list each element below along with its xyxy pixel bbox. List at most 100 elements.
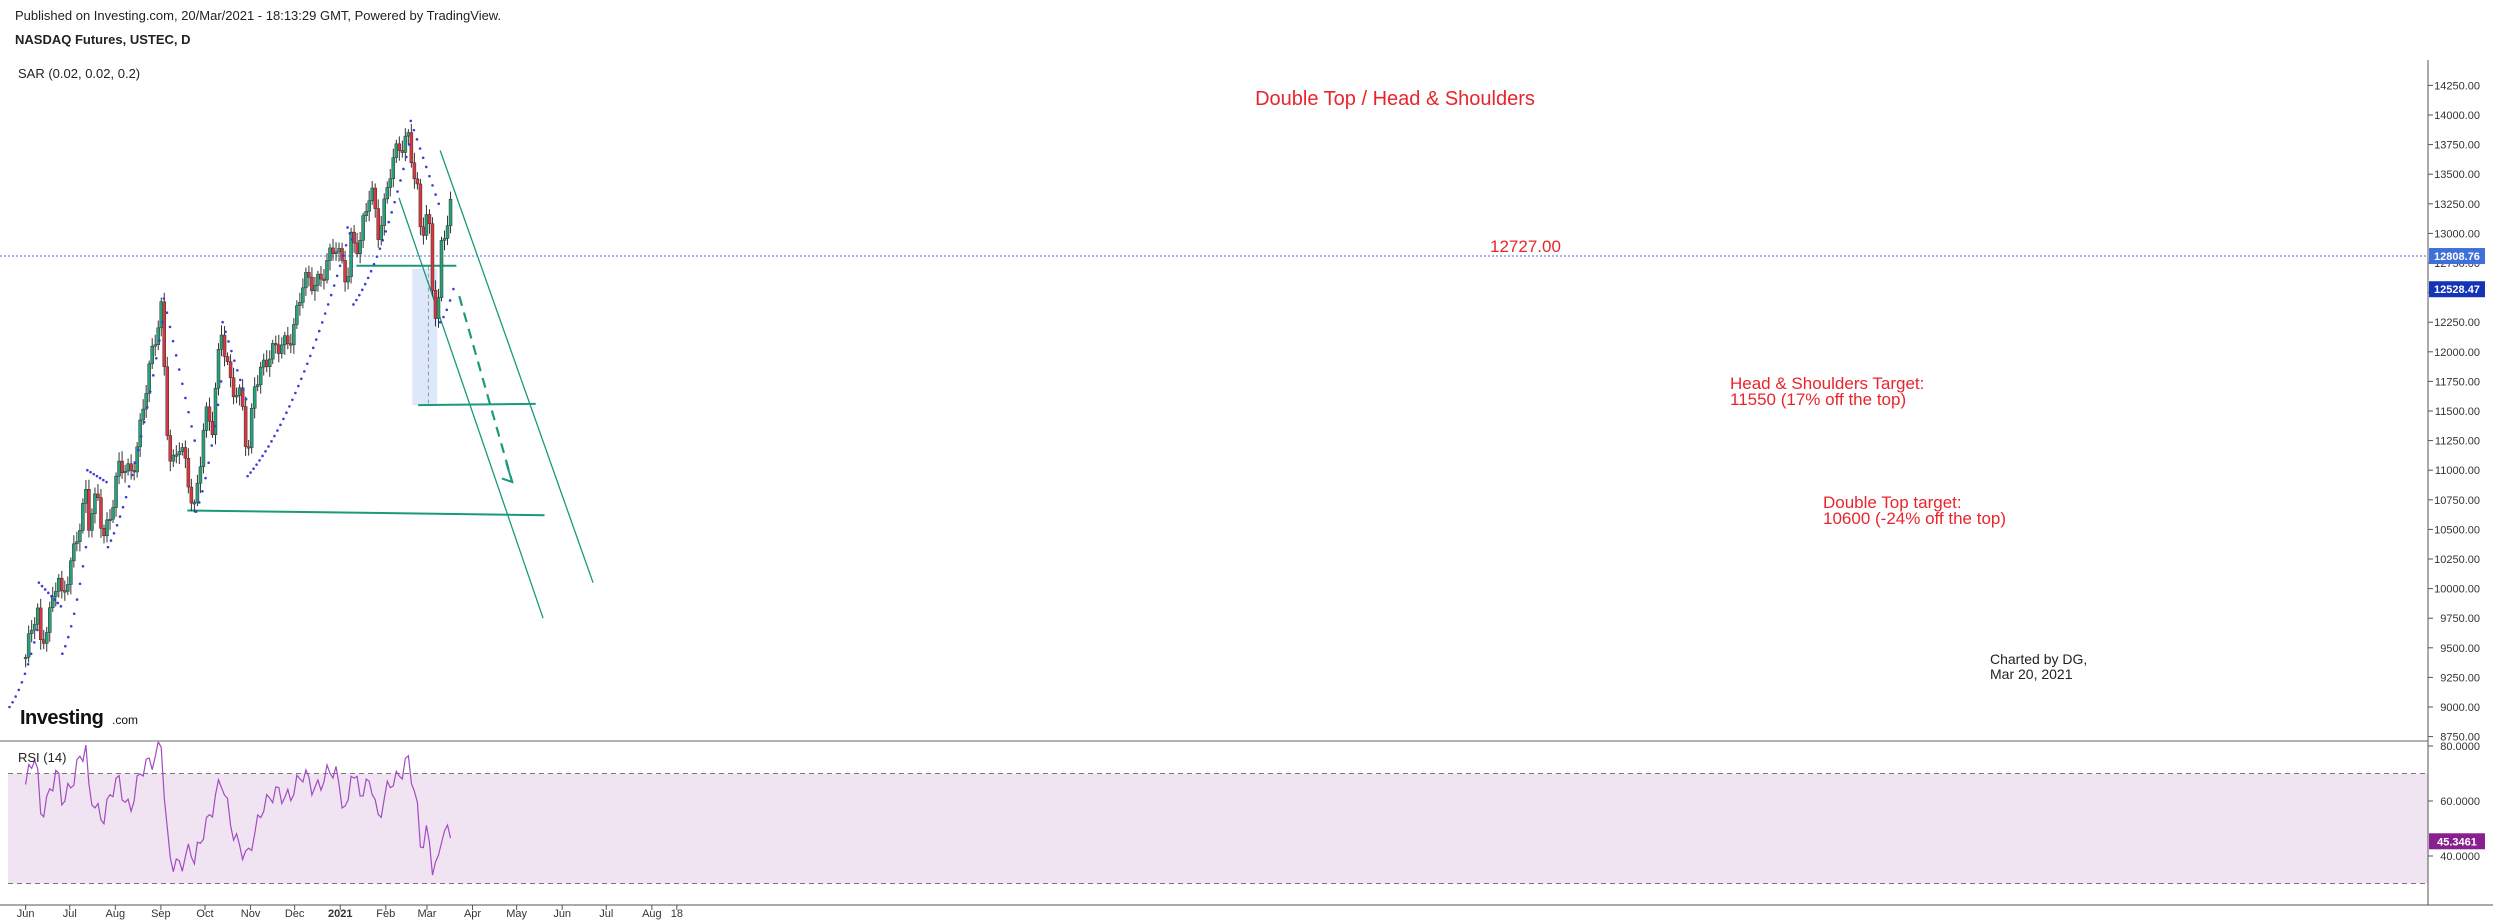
sar-dot: [187, 410, 190, 414]
candle-body: [346, 276, 350, 283]
candle-body: [295, 305, 299, 325]
sar-dot: [78, 582, 82, 586]
candle-body: [270, 343, 275, 360]
rsi-pane: [25, 740, 452, 876]
sar-dot: [59, 605, 63, 608]
time-tick-label: Oct: [196, 908, 213, 920]
sar-dot: [270, 440, 273, 443]
sar-dot: [421, 156, 425, 160]
candle-body: [267, 358, 272, 368]
sar-dot: [358, 293, 361, 297]
sar-dot: [105, 480, 108, 484]
candle-body: [421, 226, 426, 236]
projection-arrow: [458, 295, 514, 483]
sar-dot: [230, 349, 233, 353]
sar-dot: [236, 369, 239, 372]
sar-dot: [350, 238, 354, 241]
target-shade-rect: [412, 268, 438, 406]
candle-body: [225, 356, 230, 362]
sar-dot: [360, 288, 364, 292]
candle-body: [108, 518, 112, 521]
sar-dot: [249, 471, 252, 474]
sar-dot: [428, 174, 431, 178]
candle-body: [373, 187, 377, 209]
candle-body: [424, 214, 429, 236]
price-tick-label: 8750.00: [2440, 732, 2480, 744]
sar-tag-label: 12528.47: [2434, 284, 2480, 296]
candle-body: [66, 584, 70, 592]
sar-dot: [437, 202, 441, 206]
time-tick-label: Jun: [17, 908, 35, 920]
sar-dot: [50, 594, 53, 598]
price-tick-label: 9500.00: [2440, 643, 2480, 655]
rsi-band: [8, 773, 2428, 884]
sar-dot: [112, 531, 116, 535]
candle-body: [138, 419, 142, 448]
sar-dot: [43, 588, 47, 591]
candle-body: [406, 132, 411, 137]
sar-dot: [338, 264, 342, 268]
sar-dot: [288, 405, 291, 408]
sar-dot: [165, 311, 169, 315]
sar-dot: [424, 165, 428, 169]
price-tick-label: 9000.00: [2440, 702, 2480, 714]
sar-dot: [409, 119, 413, 123]
sar-dot: [452, 287, 455, 291]
sar-dot: [216, 403, 220, 407]
price-tick-label: 10250.00: [2434, 554, 2480, 566]
pattern-lines: [187, 150, 594, 619]
candle-body: [385, 187, 390, 200]
candle-body: [430, 223, 435, 291]
candle-body: [391, 157, 396, 180]
sar-dot: [326, 303, 330, 306]
candle-body: [120, 460, 124, 474]
candle-body: [51, 596, 55, 608]
candle-body: [252, 386, 257, 409]
sar-dot: [162, 297, 166, 300]
candle-body: [337, 248, 341, 253]
candle-body: [96, 493, 100, 498]
sar-dot: [69, 624, 73, 628]
sar-dot: [372, 262, 376, 266]
sar-dot: [201, 489, 204, 493]
rsi-tag: [2429, 833, 2485, 850]
sar-dot: [311, 346, 315, 350]
candle-body: [400, 150, 405, 153]
sar-dot: [11, 700, 14, 704]
sar-dot: [177, 368, 181, 371]
time-tick-label: Nov: [241, 908, 261, 920]
sar-dot: [308, 354, 312, 358]
hs-target-line: [418, 402, 536, 407]
candle-body: [313, 285, 317, 292]
candle-body: [298, 302, 302, 306]
sar-dot: [184, 396, 187, 400]
candle-body: [445, 225, 450, 239]
target-shade: [412, 266, 438, 406]
candle-body: [436, 297, 441, 319]
sar-dot: [219, 380, 223, 383]
candle-body: [204, 406, 209, 431]
neckline-value-label: 12727.00: [1490, 237, 1561, 256]
price-tick-label: 13000.00: [2434, 228, 2480, 240]
price-tick-label: 11250.00: [2435, 436, 2480, 448]
sar-dot: [415, 138, 419, 141]
candle-body: [328, 247, 332, 261]
sar-dot: [53, 598, 56, 601]
sar-dot: [221, 320, 224, 324]
sar-dot: [285, 411, 288, 415]
candle-body: [280, 344, 284, 354]
sar-dot: [241, 388, 245, 391]
candle-body: [364, 211, 368, 216]
candle-body: [93, 493, 97, 514]
sar-dot: [181, 382, 184, 386]
sar-dot: [75, 598, 79, 601]
candle-body: [415, 178, 420, 185]
candle-body: [322, 278, 326, 281]
sar-dot: [418, 147, 422, 150]
candle-body: [44, 632, 49, 644]
sar-dot: [8, 705, 11, 709]
sar-dot: [207, 461, 210, 465]
candle-body: [168, 435, 173, 462]
candle-body: [258, 366, 263, 385]
candle-body: [325, 260, 329, 281]
